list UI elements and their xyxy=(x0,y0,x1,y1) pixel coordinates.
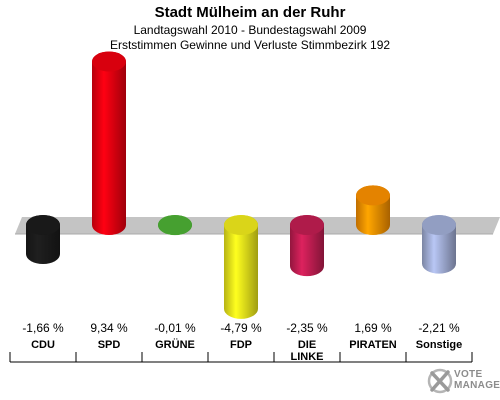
value-label: -4,79 % xyxy=(220,321,262,335)
value-label: -0,01 % xyxy=(154,321,196,335)
value-label: 1,69 % xyxy=(354,321,392,335)
category-label: SPD xyxy=(97,339,121,351)
bar-cap-die-linke xyxy=(290,215,324,235)
logo-word-manager: MANAGER xyxy=(454,380,500,391)
category-label: CDU xyxy=(31,339,55,351)
category-label: Sonstige xyxy=(415,339,463,351)
chart-subtitle-line2: Erststimmen Gewinne und Verluste Stimmbe… xyxy=(109,38,391,52)
category-label: GRÜNE xyxy=(155,339,195,351)
checkmark-x-icon xyxy=(427,368,453,394)
category-label: FDP xyxy=(230,339,252,351)
logo-text: VOTE MANAGER xyxy=(454,369,500,391)
category-label: DIE LINKE xyxy=(290,339,324,363)
bar-cap-fdp xyxy=(224,215,258,235)
chart-title: Stadt Mülheim an der Ruhr xyxy=(154,4,346,21)
bar-spd xyxy=(92,51,126,235)
value-label: -1,66 % xyxy=(22,321,64,335)
value-label: 9,34 % xyxy=(90,321,128,335)
value-label: -2,21 % xyxy=(418,321,460,335)
bar-cap-spd xyxy=(92,51,126,72)
category-label: PIRATEN xyxy=(349,339,397,351)
bar-cap-grüne xyxy=(158,215,192,235)
value-label: -2,35 % xyxy=(286,321,328,335)
bar-cap-sonstige xyxy=(422,215,456,235)
bar-fdp xyxy=(224,215,258,319)
logo-word-vote: VOTE xyxy=(454,369,483,380)
category-axis xyxy=(9,352,473,363)
bar-cap-cdu xyxy=(26,215,60,235)
chart-subtitle-line1: Landtagswahl 2010 - Bundestagswahl 2009 xyxy=(133,23,367,37)
bar-cap-piraten xyxy=(356,185,390,206)
